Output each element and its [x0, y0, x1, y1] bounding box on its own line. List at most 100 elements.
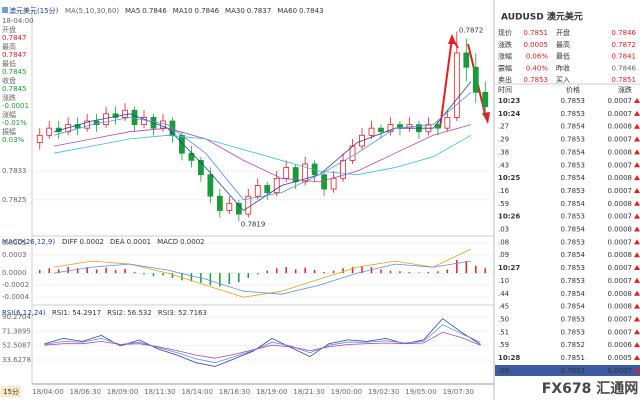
legend-name: MA10: [173, 7, 193, 15]
tick-price: 0.7854: [561, 226, 586, 234]
quote-value: 0.7853: [524, 76, 549, 84]
tick-header: 价格: [566, 85, 580, 94]
tick-price: 0.7853: [561, 264, 586, 272]
tick-price: 0.7853: [561, 277, 586, 285]
candle-body: [74, 124, 81, 129]
tick-time: .03: [498, 226, 509, 234]
candle-body: [321, 174, 328, 190]
tick-time: .51: [498, 328, 509, 336]
quote-value: 0.06%: [526, 53, 549, 61]
candle-body: [434, 124, 441, 129]
tick-change: 0.0008: [608, 251, 633, 259]
tick-price: 0.7853: [561, 328, 586, 336]
info-value: 0.7845: [2, 85, 27, 93]
tick-time: .29: [498, 136, 509, 144]
up-arrow: [634, 213, 640, 219]
quote-label: 现价: [498, 29, 512, 37]
up-arrow: [634, 303, 640, 309]
arrow-head: [448, 34, 456, 44]
candle-body: [197, 159, 204, 176]
quote-value: 0.7841: [612, 53, 637, 61]
period[interactable]: 15分: [3, 387, 19, 396]
legend-name: DEA: [110, 238, 125, 246]
candle-body: [103, 113, 109, 125]
quote-label: 涨跌: [498, 40, 512, 49]
up-arrow: [634, 136, 640, 142]
up-arrow: [634, 149, 640, 155]
tick-price: 0.7853: [561, 161, 586, 169]
legend-name: DIFF: [62, 238, 78, 246]
candle-body: [36, 134, 43, 143]
x-tick-label: 19/00:00: [331, 388, 362, 396]
legend-value: 0.7837: [247, 7, 272, 15]
legend-value: 0.7846: [142, 7, 167, 15]
legend-name: MA5: [125, 7, 140, 15]
macd-title: MACD(26,12,9): [2, 238, 55, 246]
y-tick-label: 0.7833: [2, 167, 27, 175]
up-arrow: [634, 123, 640, 129]
legend-value: 0.7846: [195, 7, 220, 15]
legend-name: RSI3:: [158, 309, 176, 317]
candle-body: [453, 52, 460, 118]
tick-change: 0.0008: [608, 148, 633, 156]
tick-time: .09: [498, 251, 509, 259]
tick-change: 0.0008: [608, 303, 633, 311]
candle-body: [472, 66, 479, 93]
tick-price: 0.7854: [561, 148, 586, 156]
y-tick-label: 0.0003: [2, 251, 27, 259]
tick-header: 涨跌: [618, 85, 632, 94]
up-arrow: [634, 252, 640, 258]
up-arrow: [634, 239, 640, 245]
quote-label: 最低: [556, 52, 570, 61]
tick-change: 0.0007: [608, 264, 633, 272]
up-arrow: [634, 226, 640, 232]
up-arrow: [634, 265, 640, 271]
tick-change: 0.0008: [608, 290, 633, 298]
tick-change: 0.0007: [608, 315, 633, 323]
watermark: FX678 汇通网: [542, 381, 638, 397]
quote-value: 0.40%: [526, 64, 549, 72]
tick-change: 0.0008: [608, 226, 633, 234]
candle-body: [226, 202, 233, 211]
info-label: 开盘: [2, 25, 16, 34]
indicator-line: [44, 331, 481, 359]
period-box[interactable]: [1, 386, 21, 397]
tick-time: 10:26: [498, 213, 520, 221]
tick-time: .59: [498, 341, 509, 349]
tick-price: 0.7853: [561, 238, 586, 246]
up-arrow: [634, 316, 640, 322]
quote-label: 买入: [556, 76, 570, 84]
indicator-line: [53, 260, 472, 295]
x-tick-label: 18/06:30: [70, 388, 101, 396]
info-value: 0.7847: [2, 34, 27, 42]
x-tick-label: 18/16:30: [219, 388, 250, 396]
tick-price: 0.7854: [561, 123, 586, 131]
up-arrow: [634, 110, 640, 116]
tick-change: 0.0007: [608, 213, 633, 221]
y-tick-label: -0.0004: [2, 293, 30, 301]
x-tick-label: 19/07:30: [443, 388, 474, 396]
tick-price: 0.7854: [561, 251, 586, 259]
candle-body: [46, 127, 53, 136]
tick-price: 0.7853: [561, 97, 586, 105]
legend-name: RSI1:: [52, 309, 70, 317]
candle-body: [273, 177, 280, 194]
x-tick-label: 18/04:00: [32, 388, 63, 396]
candle-body: [302, 163, 309, 183]
x-tick-label: 18/19:00: [256, 388, 287, 396]
indicator-line: [53, 124, 472, 183]
info-label: 最低: [2, 59, 16, 68]
tick-header: 时间: [498, 85, 512, 94]
x-tick-label: 19/02:30: [368, 388, 399, 396]
quote-label: 卖出: [498, 75, 512, 84]
candle-body: [93, 120, 100, 125]
candle-body: [131, 109, 138, 125]
x-tick-label: 18/09:00: [107, 388, 138, 396]
y-tick-label: 0.0000: [2, 269, 27, 277]
quote-label: 最高: [556, 40, 570, 49]
legend-value: 0.0001: [127, 238, 152, 246]
quote-label: 震幅: [498, 63, 512, 72]
candle-body: [340, 159, 346, 179]
tick-time: .08: [498, 367, 509, 375]
tick-price: 0.7853: [561, 187, 586, 195]
